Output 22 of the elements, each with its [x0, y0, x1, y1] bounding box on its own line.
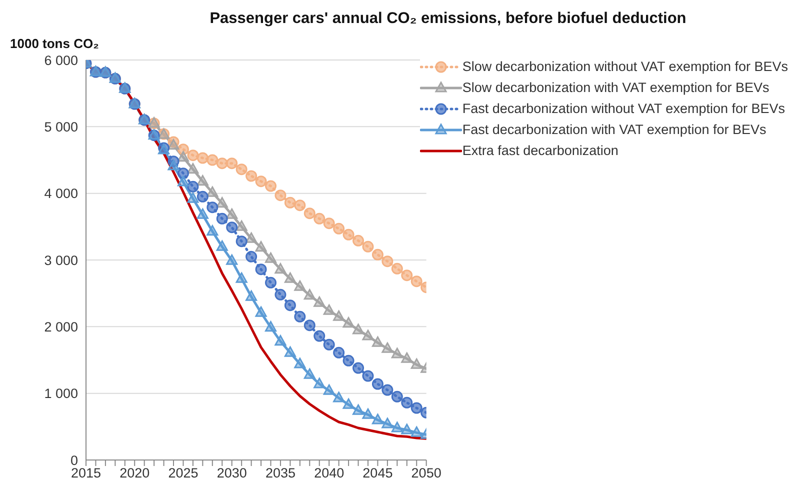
- x-tick-label: 2030: [216, 466, 247, 481]
- x-tick-label: 2040: [314, 466, 344, 481]
- y-tick-label: 0: [70, 452, 78, 468]
- legend-label: Slow decarbonization with VAT exemption for BEVs: [462, 80, 770, 95]
- legend-label: Slow decarbonization without VAT exemption for BEVs: [462, 59, 788, 74]
- x-tick-label: 2045: [362, 466, 393, 481]
- y-axis-title: 1000 tons CO₂: [10, 36, 99, 51]
- x-tick-label: 2025: [168, 466, 198, 481]
- legend-label: Fast decarbonization with VAT exemption for BEVs: [462, 122, 766, 137]
- y-tick-label: 2 000: [44, 319, 78, 334]
- chart-title: Passenger cars' annual CO₂ emissions, before biofuel deduction: [208, 10, 688, 28]
- y-tick-label: 4 000: [44, 186, 78, 202]
- x-tick-label: 2050: [411, 466, 442, 481]
- y-tick-label: 5 000: [44, 119, 78, 134]
- y-tick-label: 3 000: [44, 252, 78, 268]
- y-tick-label: 1 000: [44, 386, 78, 402]
- y-tick-label: 6 000: [44, 52, 78, 68]
- x-tick-label: 2020: [120, 466, 150, 481]
- x-tick-label: 2015: [70, 466, 102, 481]
- legend-label: Extra fast decarbonization: [462, 143, 618, 158]
- legend-label: Fast decarbonization without VAT exemption for BEVs: [462, 101, 785, 116]
- x-tick-label: 2035: [265, 466, 296, 481]
